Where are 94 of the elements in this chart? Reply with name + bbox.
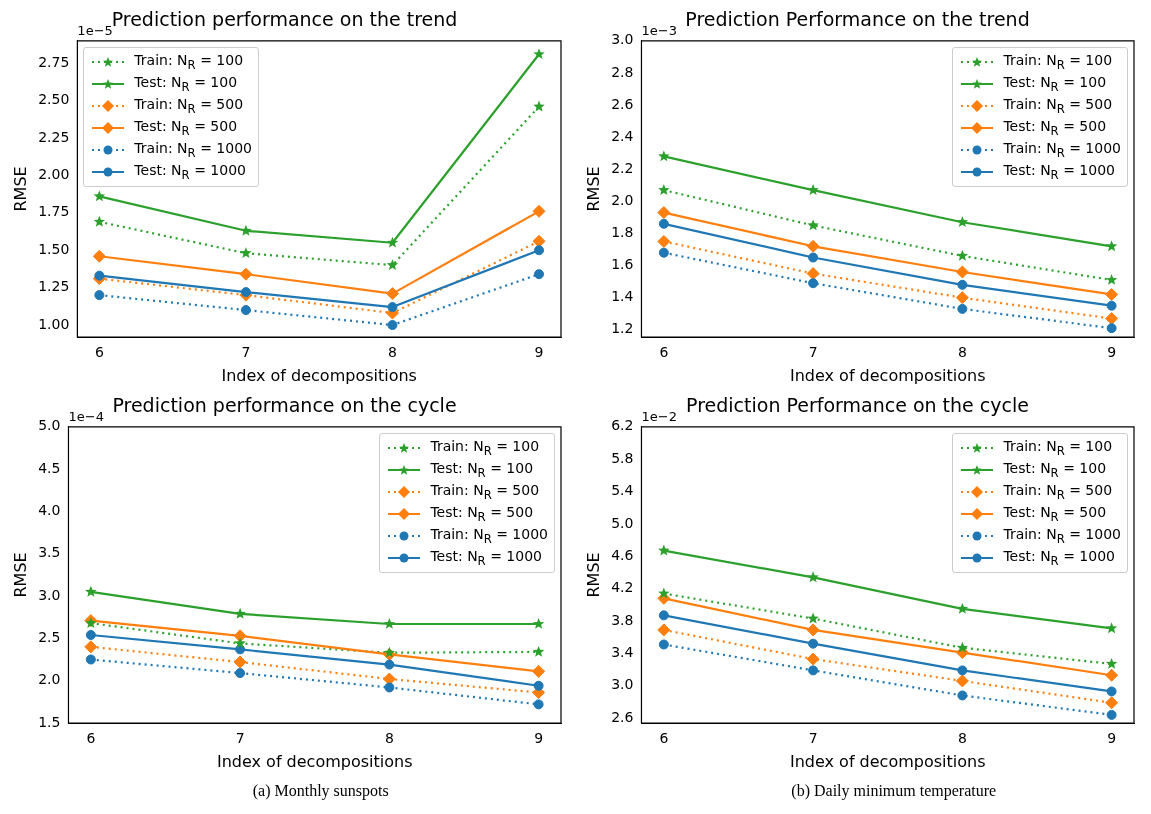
legend-label: Train: N$_{R}$ = 1000: [134, 139, 252, 160]
y-tick-label: 2.6: [611, 95, 634, 112]
y-tick-label: 2.8: [611, 63, 634, 80]
y-tick-label: 2.5: [38, 629, 61, 646]
y-tick-label: 5.0: [611, 514, 634, 531]
legend-label: Test: N$_{R}$ = 500: [1003, 503, 1107, 524]
legend-label: Train: N$_{R}$ = 500: [1003, 95, 1113, 116]
y-tick-label: 1.4: [611, 288, 634, 305]
y-tick-label: 6.2: [611, 417, 634, 434]
x-tick-label: 9: [1107, 344, 1117, 361]
y-tick-label: 3.4: [611, 644, 634, 661]
text: 1e−2: [641, 408, 677, 424]
legend-label: Test: N$_{R}$ = 500: [430, 503, 534, 524]
text: (b) Daily minimum temperature: [790, 782, 998, 800]
y-tick-label: 1.50: [38, 240, 70, 257]
y-tick-label: 1.8: [611, 224, 634, 241]
y-tick-label: 1.5: [38, 713, 61, 730]
y-tick-label: 1.25: [38, 278, 70, 295]
y-axis-title: RMSE: [10, 166, 30, 212]
legend-label: Train: N$_{R}$ = 1000: [1003, 139, 1121, 160]
legend-label: Test: N$_{R}$ = 1000: [1003, 161, 1115, 182]
y-tick-label: 1.75: [38, 203, 70, 220]
y-tick-label: 1.00: [38, 315, 70, 332]
x-axis-title: Index of decompositions: [221, 365, 417, 385]
legend-label: Train: N$_{R}$ = 1000: [1003, 525, 1121, 546]
text: 1e−4: [68, 408, 104, 424]
legend-label: Train: N$_{R}$ = 100: [1003, 51, 1113, 72]
y-tick-label: 4.6: [611, 546, 634, 563]
y-tick-label: 2.75: [38, 53, 70, 70]
y-tick-label: 3.5: [38, 544, 61, 561]
legend-label: Test: N$_{R}$ = 1000: [430, 547, 542, 568]
legend-label: Test: N$_{R}$ = 100: [1003, 459, 1107, 480]
chart-title: Prediction Performance on the trend: [685, 8, 1030, 31]
legend-label: Train: N$_{R}$ = 500: [1003, 481, 1113, 502]
y-tick-label: 2.6: [611, 708, 634, 725]
legend-label: Test: N$_{R}$ = 1000: [134, 161, 246, 182]
x-tick-label: 8: [957, 730, 967, 747]
legend-label: Test: N$_{R}$ = 500: [1003, 117, 1107, 138]
x-tick-label: 6: [659, 344, 669, 361]
y-tick-label: 2.0: [38, 671, 61, 688]
y-tick-label: 1.6: [611, 256, 634, 273]
text: (a) Monthly sunspots: [251, 782, 390, 800]
x-tick-label: 6: [86, 730, 96, 747]
y-tick-label: 2.0: [611, 191, 634, 208]
x-tick-label: 8: [388, 344, 397, 361]
x-tick-label: 8: [384, 730, 394, 747]
legend-label: Train: N$_{R}$ = 100: [134, 51, 244, 72]
y-tick-label: 2.50: [38, 91, 70, 108]
legend-label: Train: N$_{R}$ = 100: [430, 437, 540, 458]
legend-label: Test: N$_{R}$ = 100: [430, 459, 534, 480]
y-tick-label: 3.0: [611, 676, 634, 693]
legend-label: Test: N$_{R}$ = 500: [134, 117, 238, 138]
x-axis-title: Index of decompositions: [789, 365, 986, 385]
y-axis-title: RMSE: [10, 552, 30, 598]
x-tick-label: 6: [94, 344, 104, 361]
chart-title: Prediction Performance on the cycle: [686, 394, 1029, 417]
y-tick-label: 3.0: [611, 31, 634, 48]
y-tick-label: 4.2: [611, 579, 634, 596]
legend-label: Train: N$_{R}$ = 500: [134, 95, 244, 116]
x-tick-label: 7: [808, 344, 818, 361]
x-tick-label: 9: [534, 730, 544, 747]
y-tick-label: 2.4: [611, 127, 634, 144]
chart-title: Prediction performance on the cycle: [112, 394, 457, 417]
text: 1e−3: [641, 22, 677, 38]
text: 1e−5: [77, 22, 113, 38]
y-tick-label: 2.00: [38, 166, 70, 183]
x-tick-label: 8: [957, 344, 967, 361]
y-tick-label: 2.25: [38, 128, 70, 145]
y-tick-label: 5.8: [611, 449, 634, 466]
x-tick-label: 9: [1107, 730, 1117, 747]
legend-label: Train: N$_{R}$ = 500: [430, 481, 540, 502]
legend-label: Test: N$_{R}$ = 100: [134, 73, 238, 94]
x-tick-label: 7: [241, 344, 251, 361]
legend-label: Test: N$_{R}$ = 1000: [1003, 547, 1115, 568]
y-axis-title: RMSE: [583, 166, 603, 212]
y-tick-label: 3.8: [611, 611, 634, 628]
y-tick-label: 5.4: [611, 482, 634, 499]
x-axis-title: Index of decompositions: [216, 751, 413, 771]
x-tick-label: 9: [534, 344, 544, 361]
y-tick-label: 1.2: [611, 320, 634, 337]
y-tick-label: 2.2: [611, 159, 634, 176]
x-tick-label: 6: [659, 730, 669, 747]
y-tick-label: 4.0: [38, 502, 61, 519]
x-axis-title: Index of decompositions: [789, 751, 986, 771]
legend-label: Train: N$_{R}$ = 1000: [430, 525, 548, 546]
y-tick-label: 4.5: [38, 459, 61, 476]
chart-title: Prediction performance on the trend: [111, 8, 458, 31]
y-tick-label: 3.0: [38, 586, 61, 603]
y-axis-title: RMSE: [583, 552, 603, 598]
y-tick-label: 5.0: [38, 417, 61, 434]
legend-label: Train: N$_{R}$ = 100: [1003, 437, 1113, 458]
legend-label: Test: N$_{R}$ = 100: [1003, 73, 1107, 94]
x-tick-label: 7: [235, 730, 245, 747]
x-tick-label: 7: [808, 730, 818, 747]
